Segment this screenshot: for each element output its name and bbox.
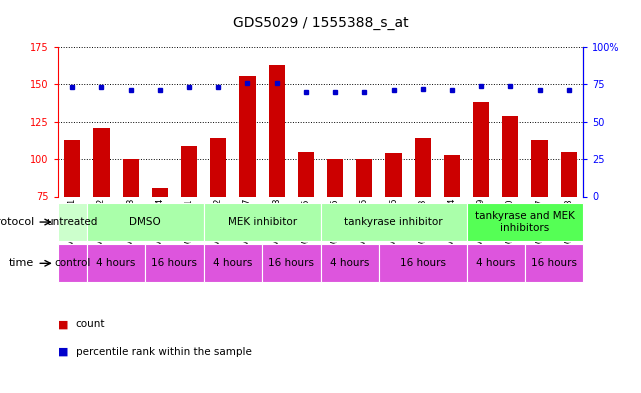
Bar [298, 152, 314, 196]
Text: 16 hours: 16 hours [531, 258, 577, 268]
Text: DMSO: DMSO [129, 217, 161, 227]
Bar [204, 203, 320, 241]
Bar [561, 152, 577, 196]
Text: time: time [9, 258, 35, 268]
Text: protocol: protocol [0, 217, 35, 227]
Bar [204, 244, 262, 282]
Bar [320, 244, 379, 282]
Text: 4 hours: 4 hours [96, 258, 136, 268]
Bar [58, 203, 87, 241]
Bar [379, 244, 467, 282]
Bar [240, 75, 256, 196]
Text: 16 hours: 16 hours [400, 258, 445, 268]
Text: percentile rank within the sample: percentile rank within the sample [76, 347, 251, 357]
Text: GDS5029 / 1555388_s_at: GDS5029 / 1555388_s_at [233, 16, 408, 30]
Bar [467, 203, 583, 241]
Text: untreated: untreated [47, 217, 98, 227]
Bar [122, 159, 138, 196]
Bar [181, 146, 197, 196]
Text: 16 hours: 16 hours [269, 258, 314, 268]
Bar [444, 155, 460, 196]
Bar [525, 244, 583, 282]
Text: tankyrase inhibitor: tankyrase inhibitor [344, 217, 443, 227]
Bar [473, 103, 489, 196]
Bar [87, 203, 204, 241]
Text: ■: ■ [58, 347, 68, 357]
Text: control: control [54, 258, 90, 268]
Bar [58, 244, 87, 282]
Text: ■: ■ [58, 319, 68, 329]
Bar [64, 140, 80, 196]
Bar [152, 187, 168, 196]
Bar [262, 244, 320, 282]
Bar [87, 244, 146, 282]
Bar [503, 116, 519, 196]
Bar [94, 128, 110, 196]
Text: 4 hours: 4 hours [330, 258, 369, 268]
Bar [146, 244, 204, 282]
Text: 4 hours: 4 hours [213, 258, 253, 268]
Bar [327, 159, 343, 196]
Bar [269, 65, 285, 196]
Bar [415, 138, 431, 196]
Text: tankyrase and MEK
inhibitors: tankyrase and MEK inhibitors [475, 211, 575, 233]
Text: count: count [76, 319, 105, 329]
Text: MEK inhibitor: MEK inhibitor [228, 217, 297, 227]
Bar [385, 153, 401, 196]
Bar [320, 203, 467, 241]
Text: 16 hours: 16 hours [151, 258, 197, 268]
Text: 4 hours: 4 hours [476, 258, 515, 268]
Bar [531, 140, 547, 196]
Bar [467, 244, 525, 282]
Bar [210, 138, 226, 196]
Bar [356, 159, 372, 196]
